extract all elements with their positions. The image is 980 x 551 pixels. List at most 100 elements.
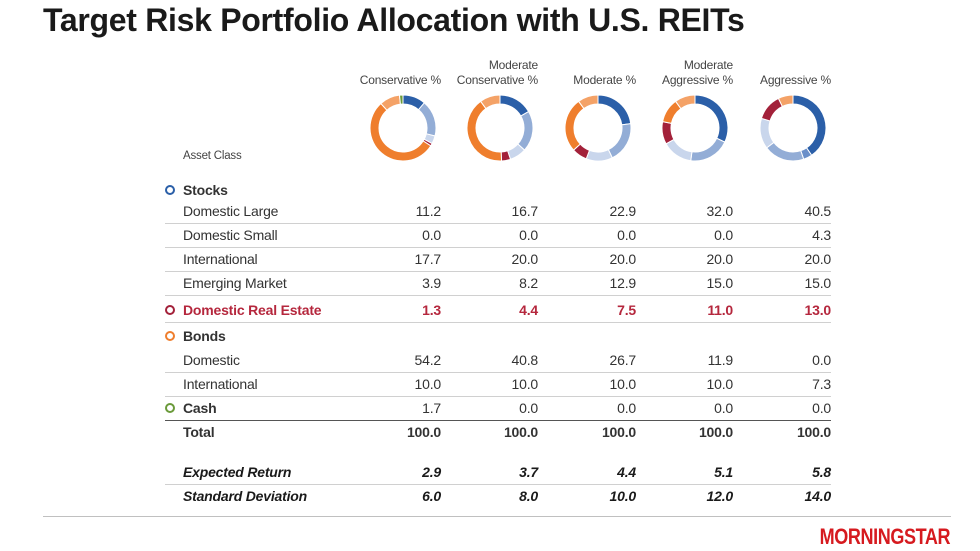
allocation-donut [661,94,729,162]
column-header: Moderate Aggressive % [623,58,733,88]
table-cell: 100.0 [601,424,636,440]
table-row: Emerging Market 3.9 8.2 12.9 15.0 15.0 [165,271,831,296]
table-cell: 13.0 [804,302,832,318]
column-header-line2: Aggressive % [760,73,831,87]
donut-slice [417,102,437,137]
column-header: Conservative % [331,58,441,88]
column-header-line1: Moderate [683,58,733,72]
table-cell: 0.0 [617,227,636,243]
table-cell: 0.0 [812,400,831,416]
column-header: Moderate Conservative % [428,58,538,88]
morningstar-logo: MORNINGSTAR [819,524,951,549]
table-row: Domestic 54.2 40.8 26.7 11.9 0.0 [165,348,831,373]
table-cell: 1.7 [422,400,441,416]
table-row: Expected Return 2.9 3.7 4.4 5.1 5.8 [165,460,831,485]
table-cell: 4.4 [617,464,636,480]
table-row: Domestic Large 11.2 16.7 22.9 32.0 40.5 [165,199,831,224]
table-row: Domestic Real Estate 1.3 4.4 7.5 11.0 13.0 [165,298,831,323]
allocation-donut [564,94,632,162]
table-cell: 10.0 [511,376,539,392]
table-cell: 0.0 [714,227,733,243]
table-cell: 7.5 [617,302,636,318]
table-cell: 12.9 [609,275,637,291]
table-row: Domestic Small 0.0 0.0 0.0 0.0 4.3 [165,223,831,248]
legend-marker-icon [165,331,175,341]
table-cell: 26.7 [609,352,637,368]
page-title: Target Risk Portfolio Allocation with U.… [43,2,745,38]
donut-slice [479,94,501,110]
table-cell: 40.5 [804,203,832,219]
donut-slice [690,137,726,162]
column-header-line2: Conservative % [359,73,441,87]
donut-slice [760,97,784,122]
table-cell: 15.0 [804,275,832,291]
donut-slice [398,94,404,105]
table-cell: 0.0 [519,400,538,416]
table-row: Standard Deviation 6.0 8.0 10.0 12.0 14.0 [165,484,831,508]
table-row: Bonds [165,324,831,348]
table-cell: 10.0 [706,376,734,392]
table-cell: 10.0 [414,376,442,392]
table-cell: 0.0 [812,352,831,368]
donut-slice [765,141,805,162]
table-cell: 8.2 [519,275,538,291]
legend-marker-icon [165,185,175,195]
table-cell: 5.1 [714,464,733,480]
table-cell: 11.2 [415,203,442,219]
column-header-line2: Moderate % [573,73,636,87]
row-label: Domestic Large [183,203,279,219]
allocation-donut [369,94,437,162]
table-cell: 2.9 [422,464,441,480]
donut-slice [577,94,599,110]
table-row: Stocks [165,178,831,202]
table-cell: 1.3 [422,302,441,318]
row-label: Domestic Real Estate [183,302,322,318]
allocation-donut [759,94,827,162]
row-label: Domestic Small [183,227,278,243]
donut-slice [564,100,585,151]
table-cell: 4.3 [812,227,831,243]
table-cell: 17.7 [414,251,442,267]
column-header: Aggressive % [721,58,831,88]
table-cell: 14.0 [804,488,832,504]
donut-slice [694,94,729,143]
table-row: International 10.0 10.0 10.0 10.0 7.3 [165,372,831,397]
table-cell: 11.0 [707,302,733,318]
donut-slice [674,94,696,110]
row-label: International [183,376,258,392]
row-label: Total [183,424,215,440]
table-cell: 15.0 [706,275,734,291]
table-cell: 0.0 [714,400,733,416]
table-cell: 12.0 [706,488,734,504]
row-label: Cash [183,400,217,416]
table-cell: 10.0 [609,376,637,392]
table-cell: 5.8 [812,464,831,480]
column-header-line1 [721,58,831,73]
table-cell: 4.4 [519,302,538,318]
row-label: International [183,251,258,267]
table-cell: 0.0 [617,400,636,416]
table-cell: 100.0 [406,424,441,440]
column-header: Moderate % [526,58,636,88]
donut-slice [665,138,693,162]
table-cell: 22.9 [609,203,637,219]
donut-slice [777,94,794,108]
table-cell: 0.0 [519,227,538,243]
column-header-line1 [331,58,441,73]
table-cell: 0.0 [422,227,441,243]
donut-slice [517,110,534,151]
row-label: Stocks [183,182,228,198]
donut-slice [466,100,503,162]
donut-slice [661,121,675,145]
row-label: Expected Return [183,464,292,480]
donut-slice [499,94,530,117]
table-row: Cash 1.7 0.0 0.0 0.0 0.0 [165,396,831,421]
table-cell: 100.0 [503,424,538,440]
table-cell: 3.7 [519,464,538,480]
table-cell: 20.0 [804,251,832,267]
table-row: International 17.7 20.0 20.0 20.0 20.0 [165,247,831,272]
table-cell: 20.0 [706,251,734,267]
allocation-donut [466,94,534,162]
table-row: Total 100.0 100.0 100.0 100.0 100.0 [165,420,831,444]
donut-slice [597,94,632,126]
